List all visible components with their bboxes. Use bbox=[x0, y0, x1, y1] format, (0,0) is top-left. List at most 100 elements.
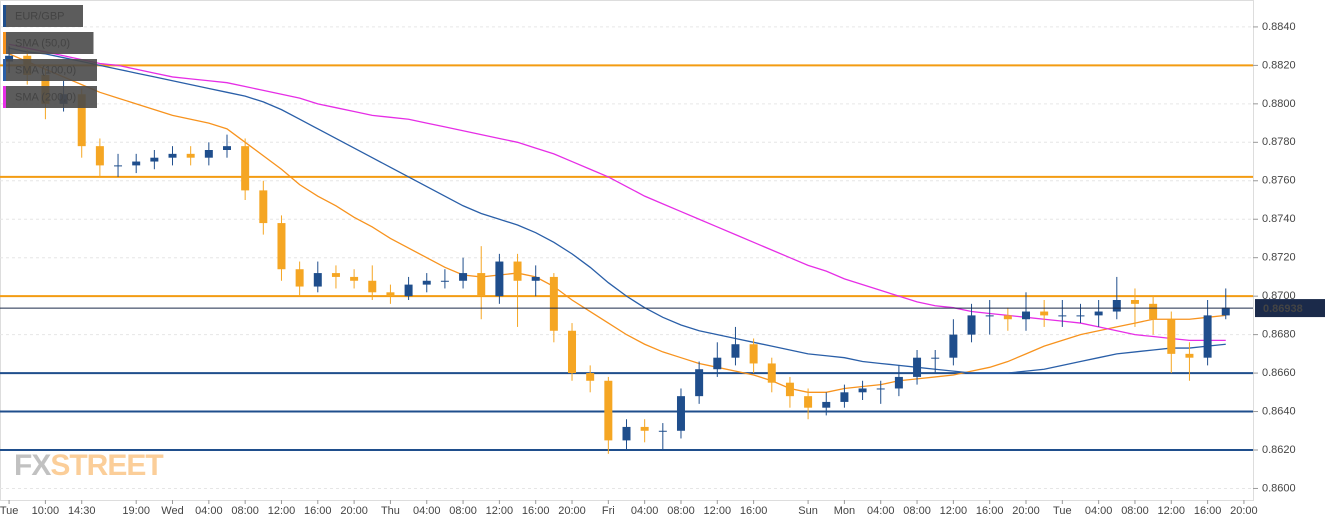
candle-body bbox=[241, 146, 250, 191]
candle-body bbox=[114, 165, 123, 167]
x-tick-label: Thu bbox=[381, 505, 400, 517]
last-price-tag bbox=[1255, 299, 1325, 318]
candle-body bbox=[931, 357, 940, 359]
sma-line bbox=[8, 47, 1226, 374]
candle-body bbox=[132, 161, 141, 166]
candle-body bbox=[350, 276, 359, 281]
x-tick-label: Sun bbox=[798, 505, 818, 517]
candle-body bbox=[767, 363, 776, 383]
x-tick-label: 12:00 bbox=[704, 505, 732, 517]
legend-label: SMA (50,0) bbox=[15, 37, 70, 49]
candle-body bbox=[894, 376, 903, 389]
candle-body bbox=[1003, 315, 1012, 320]
x-tick-label: 20:00 bbox=[558, 505, 586, 517]
candle-body bbox=[1221, 307, 1230, 316]
legend-label: SMA (100,0) bbox=[15, 64, 76, 76]
legend-swatch bbox=[3, 32, 6, 54]
legend-label: EUR/GBP bbox=[15, 10, 65, 22]
candle-body bbox=[95, 146, 104, 166]
x-tick-label: 20:00 bbox=[1230, 505, 1258, 517]
candle-body bbox=[695, 369, 704, 397]
watermark: FXSTREET bbox=[14, 449, 163, 482]
x-tick-label: 08:00 bbox=[231, 505, 259, 517]
x-tick-label: 08:00 bbox=[1121, 505, 1149, 517]
y-tick-label: 0.8700 bbox=[1262, 290, 1296, 302]
candle-body bbox=[749, 344, 758, 364]
y-tick-label: 0.8740 bbox=[1262, 213, 1296, 225]
candle-body bbox=[404, 284, 413, 297]
last-price-label: 0.86938 bbox=[1263, 303, 1303, 315]
x-tick-label: Tue bbox=[1053, 505, 1072, 517]
x-tick-label: 16:00 bbox=[976, 505, 1004, 517]
x-tick-label: 04:00 bbox=[631, 505, 659, 517]
legend-box bbox=[3, 59, 97, 81]
candle-body bbox=[640, 426, 649, 431]
candle-body bbox=[495, 261, 504, 297]
x-tick-label: 16:00 bbox=[1194, 505, 1222, 517]
x-tick-label: Mon bbox=[834, 505, 855, 517]
y-tick-label: 0.8780 bbox=[1262, 136, 1296, 148]
x-tick-label: 16:00 bbox=[740, 505, 768, 517]
candle-body bbox=[568, 330, 577, 374]
x-tick-label: 12:00 bbox=[268, 505, 296, 517]
legend-swatch bbox=[3, 59, 6, 81]
x-tick-label: Fri bbox=[602, 505, 615, 517]
candle-body bbox=[985, 315, 994, 317]
candle-body bbox=[295, 269, 304, 287]
x-tick-label: 08:00 bbox=[903, 505, 931, 517]
candle-body bbox=[822, 401, 831, 408]
candle-body bbox=[913, 357, 922, 377]
candle-body bbox=[1185, 353, 1194, 358]
candle-body bbox=[1112, 300, 1121, 312]
x-tick-label: 12:00 bbox=[940, 505, 968, 517]
candle-body bbox=[1058, 315, 1067, 317]
candle-body bbox=[440, 280, 449, 282]
x-tick-label: 04:00 bbox=[867, 505, 895, 517]
candle-body bbox=[368, 280, 377, 293]
candle-body bbox=[5, 55, 14, 62]
candle-body bbox=[477, 273, 486, 297]
candle-body bbox=[604, 380, 613, 441]
candle-body bbox=[731, 344, 740, 358]
legend-box bbox=[3, 86, 97, 108]
x-tick-label: 12:00 bbox=[486, 505, 514, 517]
y-tick-label: 0.8640 bbox=[1262, 405, 1296, 417]
candle-body bbox=[222, 146, 231, 150]
legend-box bbox=[3, 5, 83, 27]
y-tick-label: 0.8680 bbox=[1262, 329, 1296, 341]
candle-body bbox=[459, 273, 468, 281]
x-tick-label: 04:00 bbox=[195, 505, 223, 517]
candle-body bbox=[386, 292, 395, 297]
candle-body bbox=[658, 430, 667, 432]
x-tick-label: 12:00 bbox=[1158, 505, 1186, 517]
candle-body bbox=[804, 396, 813, 408]
y-tick-label: 0.8600 bbox=[1262, 482, 1296, 494]
watermark-street: STREET bbox=[50, 449, 163, 482]
candle-body bbox=[1094, 311, 1103, 316]
candle-body bbox=[1022, 311, 1031, 320]
candle-body bbox=[168, 153, 177, 158]
legend-label: SMA (200,0) bbox=[15, 91, 76, 103]
plot-area bbox=[0, 0, 1254, 501]
y-tick-label: 0.8660 bbox=[1262, 367, 1296, 379]
watermark-fx: FX bbox=[14, 449, 51, 482]
x-tick-label: 19:00 bbox=[122, 505, 150, 517]
candle-body bbox=[422, 280, 431, 285]
candle-body bbox=[549, 276, 558, 331]
candle-body bbox=[331, 273, 340, 277]
candle-body bbox=[277, 223, 286, 270]
legend-box bbox=[3, 32, 94, 54]
candle-body bbox=[1149, 303, 1158, 320]
x-tick-label: 08:00 bbox=[449, 505, 477, 517]
candle-body bbox=[513, 261, 522, 281]
candle-body bbox=[858, 388, 867, 393]
candle-body bbox=[1203, 315, 1212, 358]
y-tick-label: 0.8720 bbox=[1262, 252, 1296, 264]
x-tick-label: 16:00 bbox=[522, 505, 550, 517]
x-tick-label: 20:00 bbox=[340, 505, 368, 517]
candle-body bbox=[622, 426, 631, 441]
candle-body bbox=[676, 396, 685, 431]
legend-swatch bbox=[3, 86, 6, 108]
